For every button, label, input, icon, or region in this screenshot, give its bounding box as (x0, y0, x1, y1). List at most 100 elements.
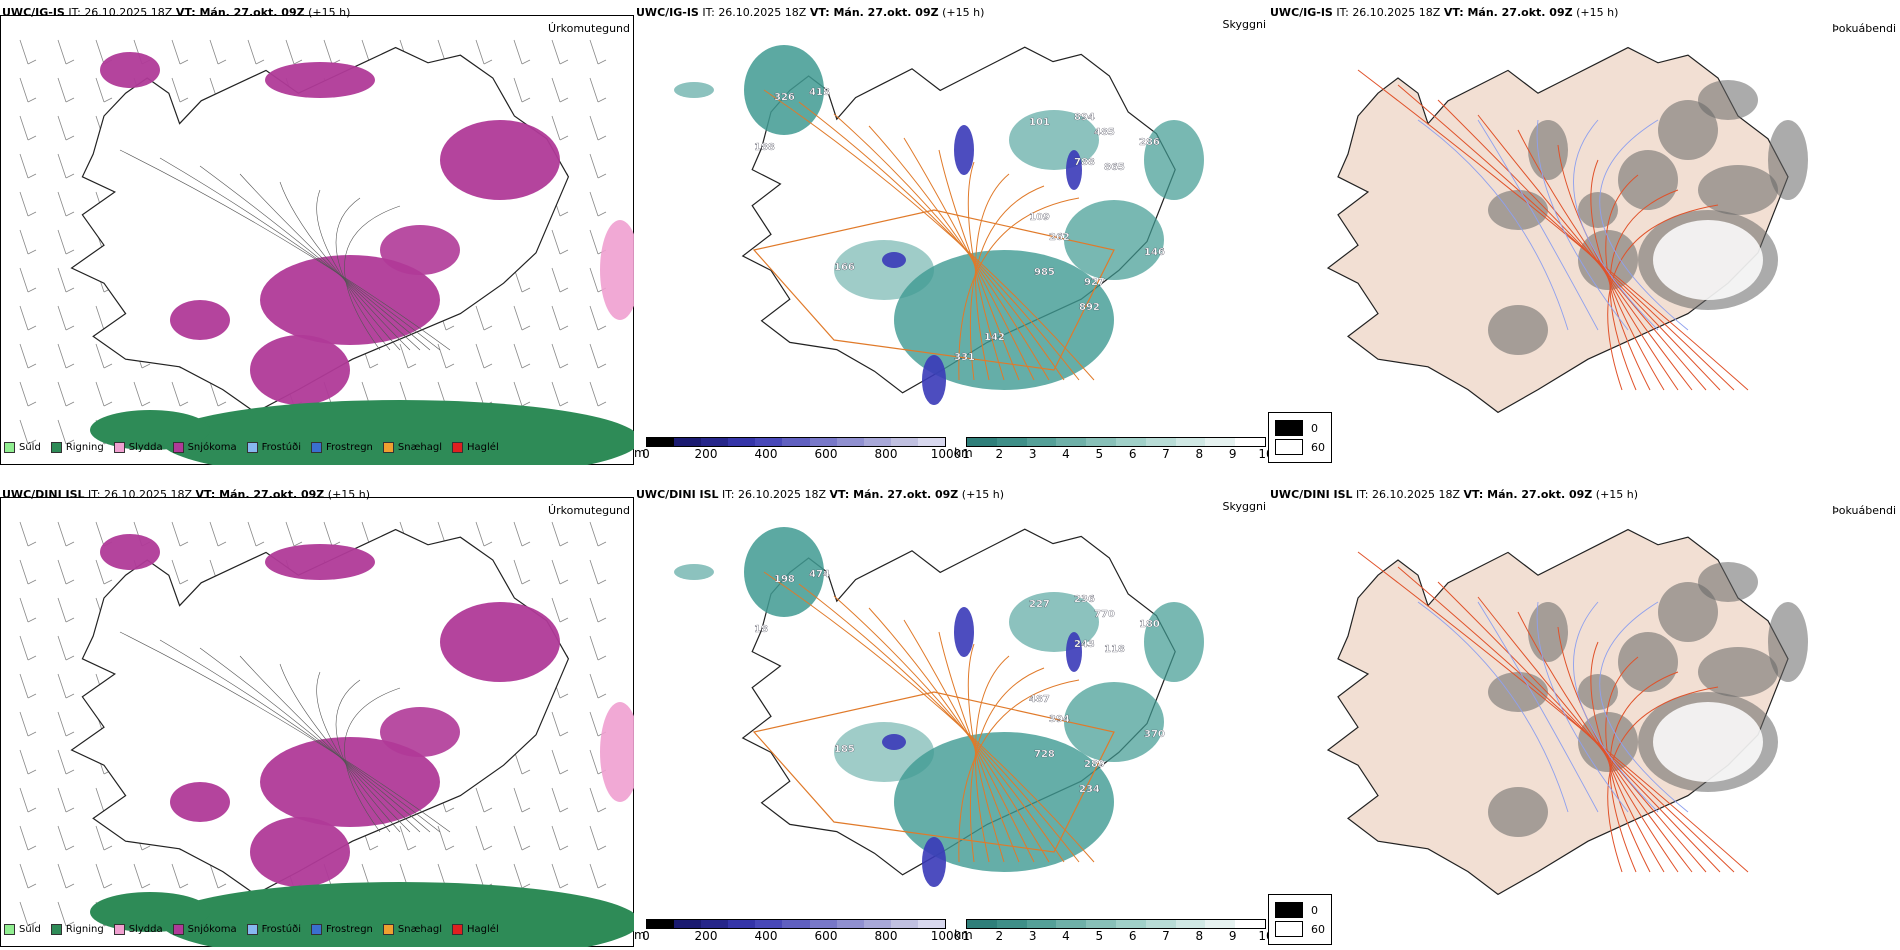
fog-area (1618, 150, 1678, 210)
colorbar-tick: 7 (1162, 929, 1170, 943)
colorbar-strip (646, 437, 946, 447)
colorbar-tick: 400 (754, 929, 778, 943)
panel-header: UWC/DINI ISL IT: 26.10.2025 18Z VT: Mán.… (1270, 488, 1639, 501)
precip-type-map (19, 521, 634, 947)
snow-area (380, 707, 460, 757)
fog-area (1658, 100, 1718, 160)
fog-area (1528, 120, 1568, 180)
rain-area (160, 400, 634, 465)
low-ceiling-area (954, 125, 974, 175)
precip-type-map (19, 39, 634, 465)
low-ceiling-area (922, 837, 946, 887)
legend-swatch (172, 924, 184, 935)
colorbar-tick: 4 (1062, 929, 1070, 943)
low-ceiling-area (1066, 632, 1082, 672)
low-visibility-area (1064, 200, 1164, 280)
panel-title: Úrkomutegund (548, 504, 630, 517)
panel-header: UWC/DINI ISL IT: 26.10.2025 18Z VT: Mán.… (636, 488, 1005, 501)
legend-item: Frostúði (246, 924, 301, 935)
snow-area (440, 120, 560, 200)
colorbar-unit: m (634, 928, 646, 942)
legend-label: Snjókoma (187, 442, 237, 453)
colorbar-tick: 5 (1095, 447, 1104, 461)
fog-area (1488, 787, 1548, 837)
legend-label: Snæhagl (397, 442, 443, 453)
colorbar-tick: 800 (874, 929, 898, 943)
fog-panel-bottom: UWC/DINI ISL IT: 26.10.2025 18Z VT: Mán.… (1268, 482, 1900, 950)
fog-area (1578, 230, 1638, 290)
legend-label: Slydda (128, 442, 163, 453)
visibility-label: 487 (1029, 694, 1050, 705)
fog-area (1618, 632, 1678, 692)
legend-item: Snæhagl (382, 924, 442, 935)
visibility-label: 101 (1029, 117, 1050, 128)
fog-area (1578, 192, 1618, 228)
low-visibility-area (1064, 682, 1164, 762)
colorbar-tick: 10 (1258, 447, 1268, 461)
legend-label: Frostúði (261, 924, 301, 935)
colorbar-tick: 8 (1195, 929, 1204, 943)
fog-area (1658, 582, 1718, 642)
ceiling-colorbar: m 0 200 400 600 800 1000 (634, 919, 961, 943)
colorbar-tick: 200 (694, 929, 718, 943)
legend-item: Rigning (50, 924, 104, 935)
ceiling-colorbar: m 0 200 400 600 800 1000 (634, 437, 961, 461)
colorbar-unit: m (634, 446, 646, 460)
legend-swatch (452, 924, 464, 935)
low-ceiling-area (882, 252, 906, 268)
colorbar-tick: 10 (1258, 929, 1268, 943)
colorbar-tick: 6 (1128, 929, 1137, 943)
snow-area (100, 52, 160, 88)
colorbar-strip (966, 437, 1266, 447)
snow-area (265, 544, 375, 580)
visibility-label: 331 (954, 352, 975, 363)
low-ceiling-area (1066, 150, 1082, 190)
visibility-label: 180 (1139, 619, 1160, 630)
visibility-label: 18 (754, 624, 768, 635)
colorbar-tick: 1 (962, 447, 970, 461)
visibility-label: 142 (984, 332, 1005, 343)
visibility-label: 227 (1029, 599, 1050, 610)
legend-item: Súld (4, 442, 41, 453)
colorbar-tick: 3 (1028, 447, 1037, 461)
snow-area (250, 335, 350, 405)
low-visibility-area (744, 45, 824, 135)
panel-title: Skyggni (1222, 18, 1266, 31)
snow-area (260, 255, 440, 345)
legend-item: Haglél (452, 442, 499, 453)
legend-swatch (50, 924, 62, 935)
low-visibility-area (744, 527, 824, 617)
fog-area (1698, 165, 1778, 215)
visibility-label: 927 (1084, 277, 1105, 288)
legend-label: Slydda (128, 924, 163, 935)
visibility-label: 894 (1074, 112, 1095, 123)
legend-label: Rigning (65, 924, 104, 935)
fog-area (1578, 674, 1618, 710)
snow-area (440, 602, 560, 682)
panel-header: UWC/IG-IS IT: 26.10.2025 18Z VT: Mán. 27… (1270, 6, 1619, 19)
panel-title: Skyggni (1222, 500, 1266, 513)
visibility-label: 728 (1034, 749, 1055, 760)
visibility-label: 262 (1049, 232, 1070, 243)
colorbar-strip (966, 919, 1266, 929)
colorbar-tick: 6 (1128, 447, 1137, 461)
visibility-label: 243 (1074, 639, 1095, 650)
rain-area (160, 882, 634, 947)
colorbar-tick: 600 (814, 447, 838, 461)
sleet-area (600, 702, 634, 802)
legend-item: Snjókoma (172, 442, 237, 453)
colorbar-tick: 1000 (930, 447, 962, 461)
fog-area (1488, 672, 1548, 712)
colorbar-tick: 2 (995, 929, 1004, 943)
fog-area (1768, 120, 1808, 200)
low-ceiling-area (954, 607, 974, 657)
visibility-label: 188 (754, 142, 775, 153)
colorbar-tick: 0 (642, 447, 650, 461)
visibility-label: 166 (834, 262, 855, 273)
legend-label: Súld (19, 442, 41, 453)
fog-area (1768, 602, 1808, 682)
legend-swatch (311, 924, 322, 935)
legend-label: Frostregn (326, 442, 373, 453)
legend-item: Haglél (452, 924, 499, 935)
colorbar-unit: km (954, 446, 973, 460)
